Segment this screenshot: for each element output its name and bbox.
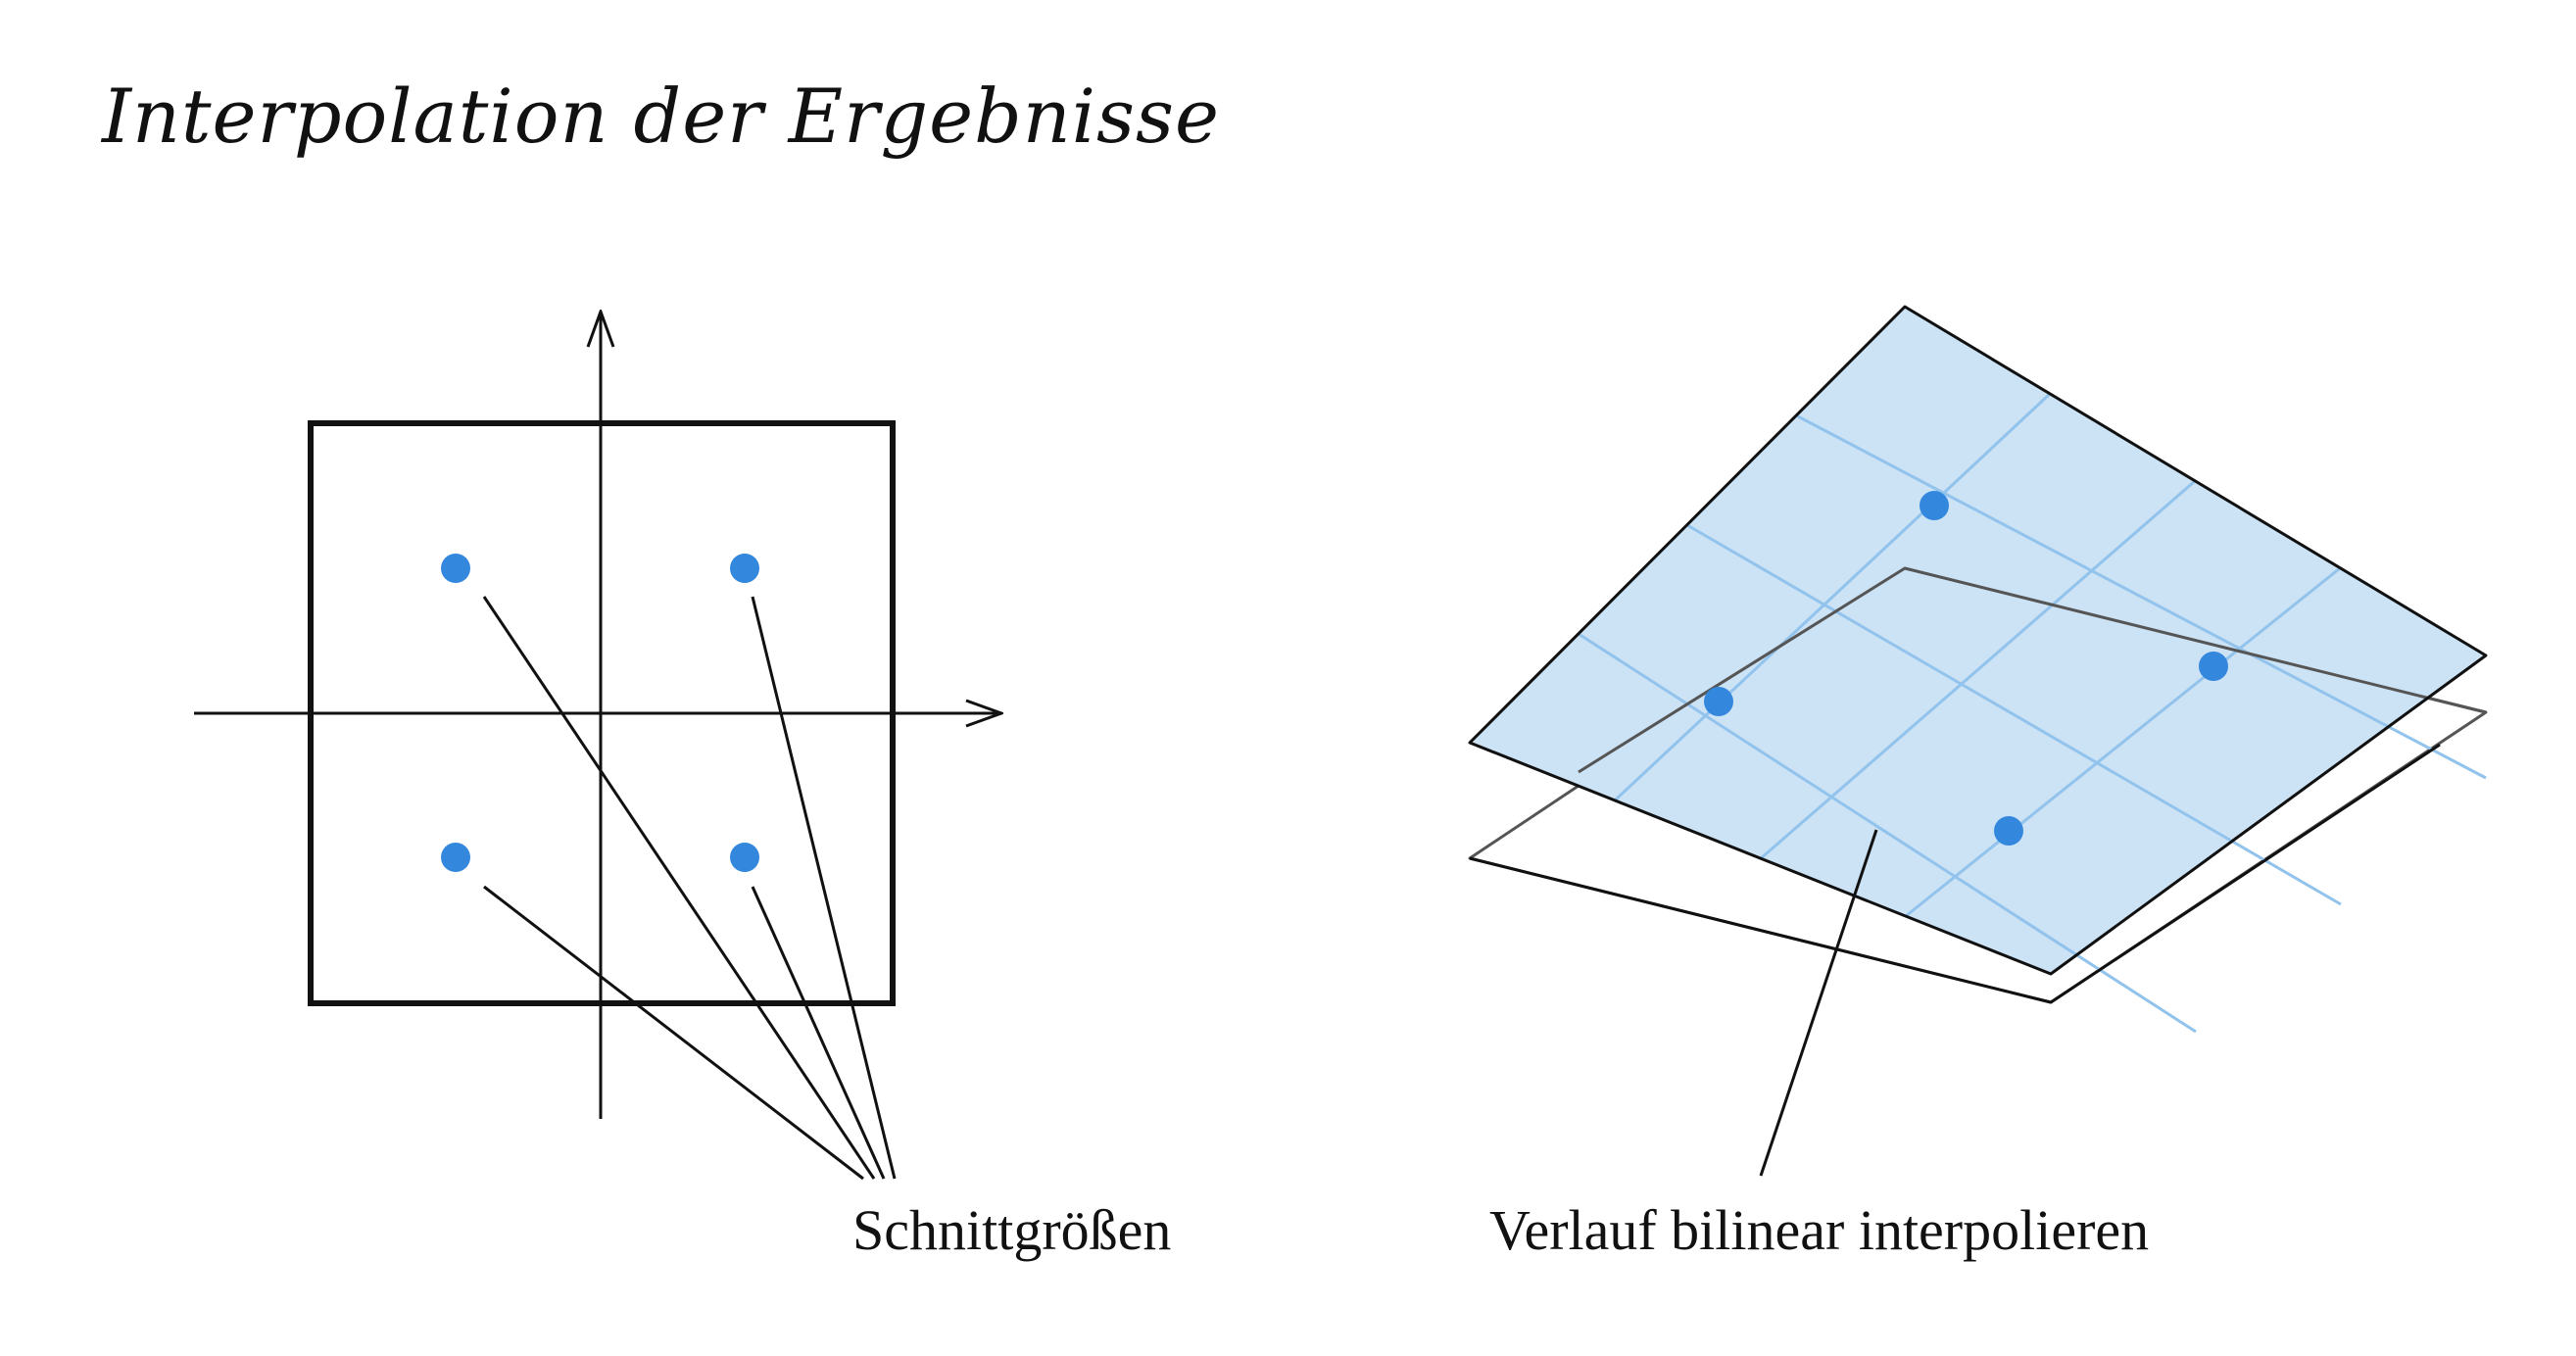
surface-outline bbox=[1468, 305, 2488, 976]
leader-line bbox=[751, 886, 886, 1180]
surface-point bbox=[1704, 687, 1733, 716]
leader-line bbox=[482, 596, 876, 1180]
interpolated-surface bbox=[1470, 307, 2486, 974]
base-plane-front-edge bbox=[1469, 743, 2441, 1004]
left-panel bbox=[194, 312, 1001, 1181]
integration-point bbox=[441, 843, 470, 872]
integration-point bbox=[441, 554, 470, 583]
leader-line bbox=[1759, 829, 1878, 1177]
schnittgroessen-label: Schnittgrößen bbox=[852, 1198, 1172, 1262]
surface-point bbox=[1994, 816, 2023, 846]
surface-point bbox=[2199, 652, 2228, 681]
base-plane-edge bbox=[1578, 566, 2487, 774]
surface-grid bbox=[1578, 392, 2487, 1034]
integration-point bbox=[730, 554, 759, 583]
integration-point bbox=[730, 843, 759, 872]
right-panel bbox=[1468, 305, 2488, 1177]
interpolation-label: Verlauf bilinear interpolieren bbox=[1489, 1198, 2150, 1262]
diagram-title: Interpolation der Ergebnisse bbox=[102, 73, 1220, 160]
leader-line bbox=[751, 596, 897, 1180]
leader-line bbox=[483, 885, 864, 1181]
surface-point bbox=[1920, 491, 1949, 520]
